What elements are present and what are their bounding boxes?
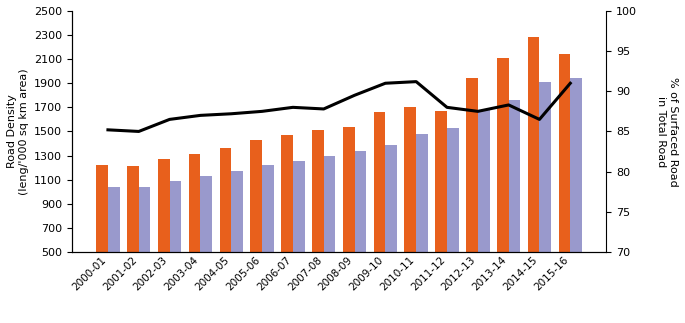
- Bar: [250, 140, 262, 252]
- Bar: [478, 110, 490, 252]
- Bar: [293, 161, 305, 252]
- Bar: [435, 111, 447, 252]
- Bar: [540, 82, 551, 252]
- Y-axis label: Road Density
(leng/'000 sq km area): Road Density (leng/'000 sq km area): [7, 68, 29, 195]
- Bar: [170, 181, 182, 252]
- Bar: [96, 165, 108, 252]
- Bar: [312, 130, 324, 252]
- Bar: [158, 159, 170, 252]
- Bar: [404, 107, 416, 252]
- Bar: [232, 171, 243, 252]
- Bar: [324, 156, 336, 252]
- Bar: [373, 112, 386, 252]
- Bar: [342, 127, 355, 252]
- Bar: [108, 187, 120, 252]
- Y-axis label: % of Surfaced Road
in Total Road: % of Surfaced Road in Total Road: [656, 77, 678, 186]
- Bar: [201, 176, 212, 252]
- Bar: [386, 145, 397, 252]
- Bar: [558, 54, 571, 252]
- Bar: [262, 165, 274, 252]
- Bar: [139, 187, 151, 252]
- Bar: [127, 166, 139, 252]
- Bar: [188, 154, 201, 252]
- Bar: [527, 37, 540, 252]
- Bar: [355, 151, 366, 252]
- Bar: [219, 148, 232, 252]
- Bar: [281, 135, 293, 252]
- Bar: [466, 78, 478, 252]
- Bar: [447, 128, 459, 252]
- Bar: [509, 100, 521, 252]
- Bar: [497, 58, 509, 252]
- Bar: [416, 134, 428, 252]
- Bar: [571, 78, 582, 252]
